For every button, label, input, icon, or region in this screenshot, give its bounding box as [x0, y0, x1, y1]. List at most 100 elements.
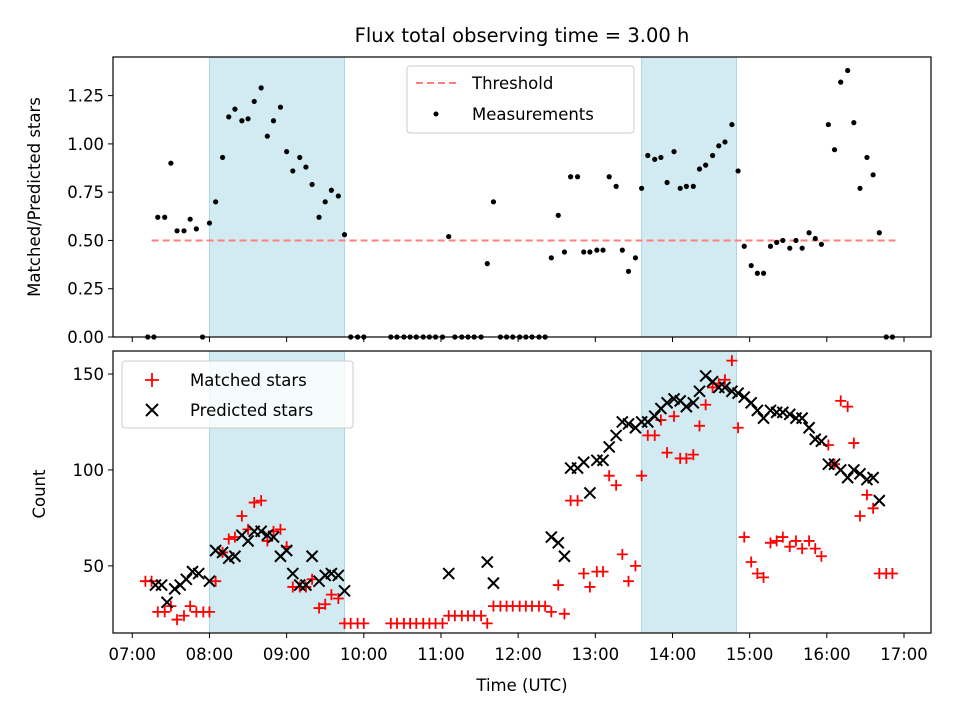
measurement-point [328, 187, 334, 193]
measurement-point [239, 118, 245, 124]
matched-star-point [732, 422, 744, 434]
matched-star-point [861, 489, 873, 501]
measurement-point [181, 228, 187, 234]
count-x-ticks: 07:00 08:00 09:00 10:00 11:00 12:00 13:00 14:00… [109, 633, 928, 664]
measurement-point [760, 270, 767, 276]
measurement-point [574, 174, 581, 180]
matched-star-point [707, 381, 719, 393]
ratio-y-tick-label: 0.00 [67, 328, 104, 347]
matched-star-point [274, 523, 286, 535]
measurement-point [671, 149, 677, 155]
matched-star-point [764, 537, 776, 549]
matched-star-point [700, 399, 712, 411]
measurement-point [683, 183, 689, 189]
matched-star-point [784, 541, 796, 553]
matched-star-point [842, 401, 854, 413]
measurement-point [625, 268, 632, 274]
matched-star-point [248, 497, 260, 509]
measurement-point [831, 147, 838, 153]
matched-star-point [610, 479, 622, 491]
x-tick-label: 10:00 [340, 645, 388, 664]
measurement-point [341, 232, 348, 238]
matched-star-point [668, 410, 680, 422]
matched-star-point [745, 556, 757, 568]
measurement-point [555, 212, 561, 218]
measurement-point [716, 143, 722, 149]
ratio-legend-box [406, 65, 635, 134]
matched-star-point [719, 374, 731, 386]
measurement-point [864, 154, 870, 161]
matched-star-point [636, 470, 648, 482]
matched-star-point [738, 531, 750, 543]
measurement-point [232, 106, 238, 112]
x-tick-label: 12:00 [494, 645, 542, 664]
measurement-point [168, 160, 174, 166]
ratio-y-tick-label: 0.50 [67, 231, 104, 250]
measurement-point [613, 183, 619, 189]
measurement-point [787, 245, 793, 251]
measurement-point [774, 239, 780, 245]
matched-star-point [437, 617, 449, 629]
measurement-point [632, 255, 639, 261]
matched-star-point [223, 533, 235, 545]
measurement-point [741, 243, 747, 249]
predicted-star-point [583, 486, 597, 500]
count-y-tick-label: 150 [73, 365, 105, 384]
measurement-point [187, 216, 193, 222]
predicted-star-point [267, 530, 280, 544]
matched-star-point [777, 531, 789, 543]
measurement-point [600, 247, 606, 253]
matched-star-point [854, 510, 866, 522]
ratio-y-ticks: 0.00 0.25 0.50 0.75 1.00 1.25 [67, 87, 113, 347]
matched-star-point [481, 617, 493, 629]
predicted-star-point [192, 567, 205, 580]
ratio-plot-frame [112, 56, 932, 338]
measurement-point [193, 226, 199, 232]
matched-star-point [358, 617, 370, 629]
matched-star-point [835, 395, 847, 407]
measurement-point [696, 166, 703, 172]
measurement-point [587, 249, 593, 255]
measurement-point [251, 98, 257, 105]
count-y-tick-label: 100 [73, 461, 105, 480]
measurements-legend-label: Measurements [472, 105, 594, 124]
measurement-point [484, 261, 490, 267]
count-plot-frame [112, 350, 932, 634]
matched-star-point [178, 610, 190, 622]
matched-star-point [159, 606, 171, 618]
measurement-point [754, 270, 760, 276]
measurement-point [581, 249, 587, 255]
predicted-star-point [487, 576, 500, 590]
matched-stars-points [139, 355, 898, 629]
matched-star-point [796, 543, 808, 555]
matched-star-point [313, 602, 325, 614]
predicted-star-point [552, 536, 565, 550]
measurement-point [162, 214, 168, 220]
matched-star-point [597, 566, 609, 578]
matched-star-point [603, 470, 615, 482]
matched-star-point [319, 598, 331, 610]
measurement-point [818, 241, 825, 247]
measurement-point [155, 214, 161, 220]
measurement-point [690, 183, 696, 189]
measurement-point [446, 233, 452, 240]
matched-star-point [751, 568, 763, 580]
measurement-point [548, 255, 554, 261]
matched-star-point [584, 581, 596, 593]
measurement-point [490, 199, 497, 205]
matched-star-point [236, 510, 248, 522]
matched-star-point [203, 606, 215, 618]
measurement-point [290, 168, 296, 174]
predicted-star-point [155, 578, 168, 592]
predicted-star-point [866, 471, 880, 484]
count-legend-box [121, 360, 354, 429]
measurement-point [825, 121, 831, 128]
measurement-point [219, 154, 226, 161]
count-panel: 50 100 150 07:00 08:00 09:00 10:00 11:00 12:00 1… [30, 350, 932, 695]
predicted-star-point [577, 456, 590, 469]
predicted-star-point [660, 396, 674, 410]
measurement-point [748, 262, 754, 269]
measurement-point [277, 104, 284, 110]
predicted-legend-marker [145, 403, 159, 417]
measurement-point [316, 214, 322, 220]
